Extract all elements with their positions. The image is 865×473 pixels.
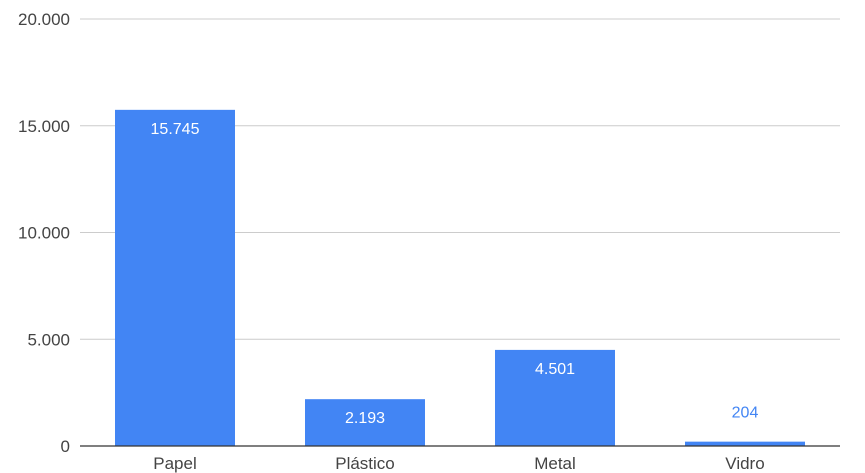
x-axis-category-labels: Papel Plástico Metal Vidro [153,454,764,473]
x-tick-label: Metal [534,454,576,473]
x-tick-label: Papel [153,454,196,473]
x-tick-label: Vidro [725,454,764,473]
bar-plástico [305,399,425,446]
y-tick-label: 15.000 [18,117,70,136]
x-tick-label: Plástico [335,454,395,473]
y-tick-label: 10.000 [18,224,70,243]
y-axis-tick-labels: 0 5.000 10.000 15.000 20.000 [18,10,70,456]
y-tick-label: 5.000 [27,330,70,349]
bar-data-labels: 15.745 2.193 4.501 204 [151,121,759,427]
bar-papel [115,109,235,447]
data-label: 15.745 [151,121,200,138]
bar-vidro [685,441,805,446]
data-label: 204 [732,405,759,422]
bars [115,109,805,447]
bar-metal [495,349,615,446]
y-tick-label: 20.000 [18,10,70,29]
data-label: 4.501 [535,361,575,378]
y-tick-label: 0 [61,437,70,456]
data-label: 2.193 [345,410,385,427]
